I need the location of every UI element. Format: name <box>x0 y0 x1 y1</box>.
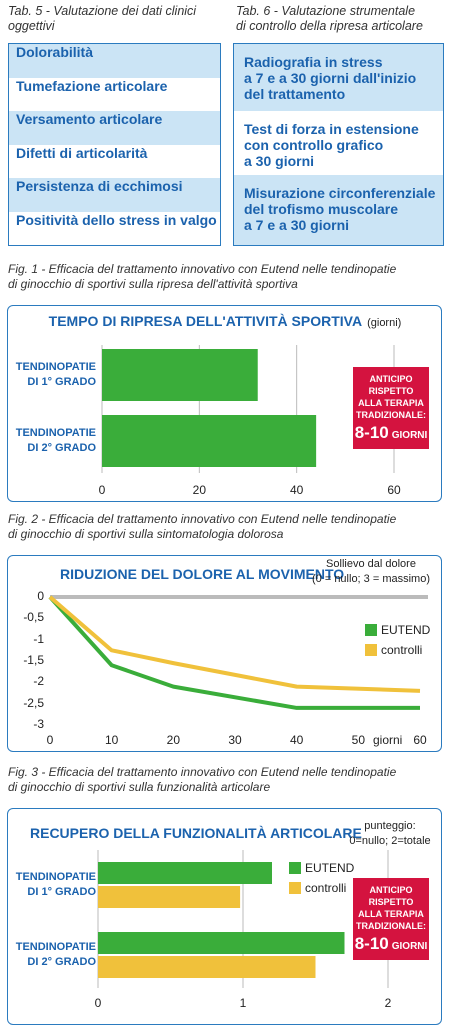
category-label: TENDINOPATIE DI 1° GRADO <box>15 871 96 898</box>
x-tick-label: 30 <box>228 733 242 747</box>
legend-swatch <box>365 644 377 656</box>
table-row: Test di forza in estensione con controllo… <box>234 111 443 175</box>
line-series <box>48 595 420 710</box>
x-tick-label: 40 <box>289 733 304 747</box>
table-row-line: del trofismo muscolare <box>244 201 399 217</box>
figure-caption: Fig. 3 - Efficacia del trattamento innov… <box>8 765 397 779</box>
table-caption: di controllo della ripresa articolare <box>236 19 423 33</box>
unit-label: (giorni) <box>367 317 402 329</box>
figure-caption: Fig. 2 - Efficacia del trattamento innov… <box>8 512 397 526</box>
y-tick-label: -0,5 <box>23 610 44 625</box>
chart-note: Sollievo dal dolore <box>326 558 416 570</box>
y-tick-label: -2,5 <box>23 695 44 710</box>
legend-label: controlli <box>381 643 423 657</box>
bar <box>102 415 317 467</box>
annotation: ANTICIPO RISPETTO ALLA TERAPIA TRADIZION… <box>353 367 429 449</box>
table-row-line: Misurazione circonferenziale <box>244 185 436 201</box>
category-label: TENDINOPATIE DI 2° GRADO <box>15 427 96 454</box>
table-row-line: a 30 giorni <box>244 153 315 169</box>
table-caption: oggettivi <box>8 19 55 33</box>
table-row-line: a 7 e a 30 giorni <box>244 217 350 233</box>
y-tick-label: -3 <box>33 717 44 731</box>
chart-title: RIDUZIONE DEL DOLORE AL MOVIMENTO <box>60 566 345 582</box>
annotation-value: 8-10 <box>354 423 389 442</box>
figure-caption: Fig. 1 - Efficacia del trattamento innov… <box>8 262 397 276</box>
chart-title-row: TEMPO DI RIPRESA DELL'ATTIVITÀ SPORTIVA (… <box>0 313 450 331</box>
chart-note: punteggio: <box>364 820 416 832</box>
chart-title: RECUPERO DELLA FUNZIONALITÀ ARTICOLARE <box>30 825 362 841</box>
table-row: Positività dello stress in valgo <box>9 211 220 245</box>
x-tick-label: 40 <box>289 483 304 497</box>
figure-caption: di ginocchio di sportivi sulla funzional… <box>8 780 271 794</box>
x-tick-label: 10 <box>104 733 119 747</box>
table-row: Versamento articolare <box>9 111 220 145</box>
chart-frame <box>7 555 442 752</box>
category-label: TENDINOPATIE DI 1° GRADO <box>15 361 96 388</box>
x-tick-label: 60 <box>413 733 427 747</box>
legend-swatch <box>365 624 377 636</box>
table-row-line: del trattamento <box>244 86 346 102</box>
annotation: ANTICIPO RISPETTO ALLA TERAPIA TRADIZION… <box>353 878 429 960</box>
annotation-unit: GIORNI <box>391 430 428 441</box>
annotation-unit: GIORNI <box>391 941 428 952</box>
x-tick-label: 0 <box>46 733 54 747</box>
table-row: Tumefazione articolare <box>9 77 220 111</box>
bar <box>98 886 241 908</box>
table: Dolorabilità Tumefazione articolare Versam… <box>8 43 221 246</box>
x-tick-label: 50 <box>351 733 365 747</box>
chart-title: TEMPO DI RIPRESA DELL'ATTIVITÀ SPORTIVA <box>48 313 363 329</box>
table-row-line: a 7 e a 30 giorni dall'inizio <box>244 70 417 86</box>
chart-frame <box>7 305 442 502</box>
annotation-highlight: 8-10 GIORNI <box>353 423 429 443</box>
table-row: Misurazione circonferenziale del trofismo… <box>234 175 443 245</box>
x-tick-label: 1 <box>239 996 247 1010</box>
annotation-highlight: 8-10 GIORNI <box>353 934 429 954</box>
table-row: Difetti di articolarità <box>9 144 220 178</box>
annotation-value: 8-10 <box>354 934 389 953</box>
x-tick-label: 2 <box>384 996 392 1010</box>
annotation-text: ANTICIPO RISPETTO ALLA TERAPIA TRADIZION… <box>356 374 426 420</box>
y-tick-label: -1 <box>33 631 44 646</box>
chart-note: 0=nullo; 2=totale <box>349 835 431 847</box>
legend-label: EUTEND <box>381 623 431 637</box>
table-row-line: Test di forza in estensione <box>244 121 419 137</box>
table-caption: Tab. 6 - Valutazione strumentale <box>236 4 416 18</box>
x-axis-label: giorni <box>373 733 403 747</box>
legend-swatch <box>289 882 301 894</box>
x-tick-label: 20 <box>192 483 206 497</box>
category-label: TENDINOPATIE DI 2° GRADO <box>15 941 96 968</box>
x-tick-label: 0 <box>98 483 106 497</box>
x-tick-label: 0 <box>94 996 102 1010</box>
bar <box>98 956 316 978</box>
figure-caption: di ginocchio di sportivi sulla ripresa d… <box>8 277 298 291</box>
figure-caption: di ginocchio di sportivi sulla sintomato… <box>8 527 284 541</box>
table: Radiografia in stress a 7 e a 30 giorni d… <box>233 43 444 246</box>
table-row: Radiografia in stress a 7 e a 30 giorni d… <box>234 44 443 111</box>
table-caption: Tab. 5 - Valutazione dei dati clinici <box>8 4 197 18</box>
y-tick-label: -2 <box>33 674 44 689</box>
bar <box>98 862 272 884</box>
annotation-text: ANTICIPO RISPETTO ALLA TERAPIA TRADIZION… <box>356 885 426 931</box>
line-series <box>48 595 421 693</box>
bar <box>102 349 258 401</box>
legend-label: controlli <box>305 881 347 895</box>
table-row: Persistenza di ecchimosi <box>9 178 220 212</box>
x-tick-label: 60 <box>387 483 401 497</box>
legend-swatch <box>289 862 301 874</box>
x-tick-label: 20 <box>166 733 180 747</box>
table-row-line: Radiografia in stress <box>244 54 383 70</box>
table-row: Dolorabilità <box>9 44 220 78</box>
y-tick-label: -1,5 <box>23 653 44 667</box>
chart-frame <box>7 808 442 1025</box>
table-row-line: con controllo grafico <box>244 137 384 153</box>
y-tick-label: 0 <box>37 589 44 603</box>
chart-note: (0 = nullo; 3 = massimo) <box>312 573 430 585</box>
bar <box>98 932 345 954</box>
legend-label: EUTEND <box>305 861 355 875</box>
